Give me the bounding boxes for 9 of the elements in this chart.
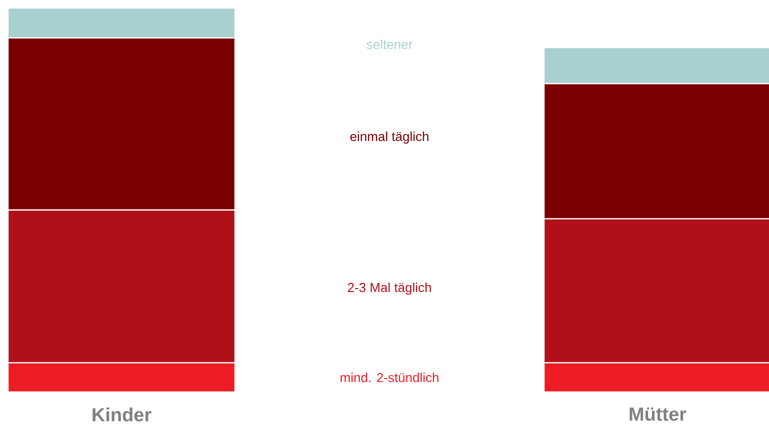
text: mind. 2-stündlich [340,372,438,382]
text: einmal täglich [350,132,428,144]
bar [7,362,236,393]
x-tick-label: Mütter [630,408,686,421]
bar [7,209,236,364]
bar [7,37,236,211]
text: 2-3 Mal täglich [348,282,431,295]
x-tick-label: Kinder [92,408,152,422]
text: seltener [366,40,412,50]
